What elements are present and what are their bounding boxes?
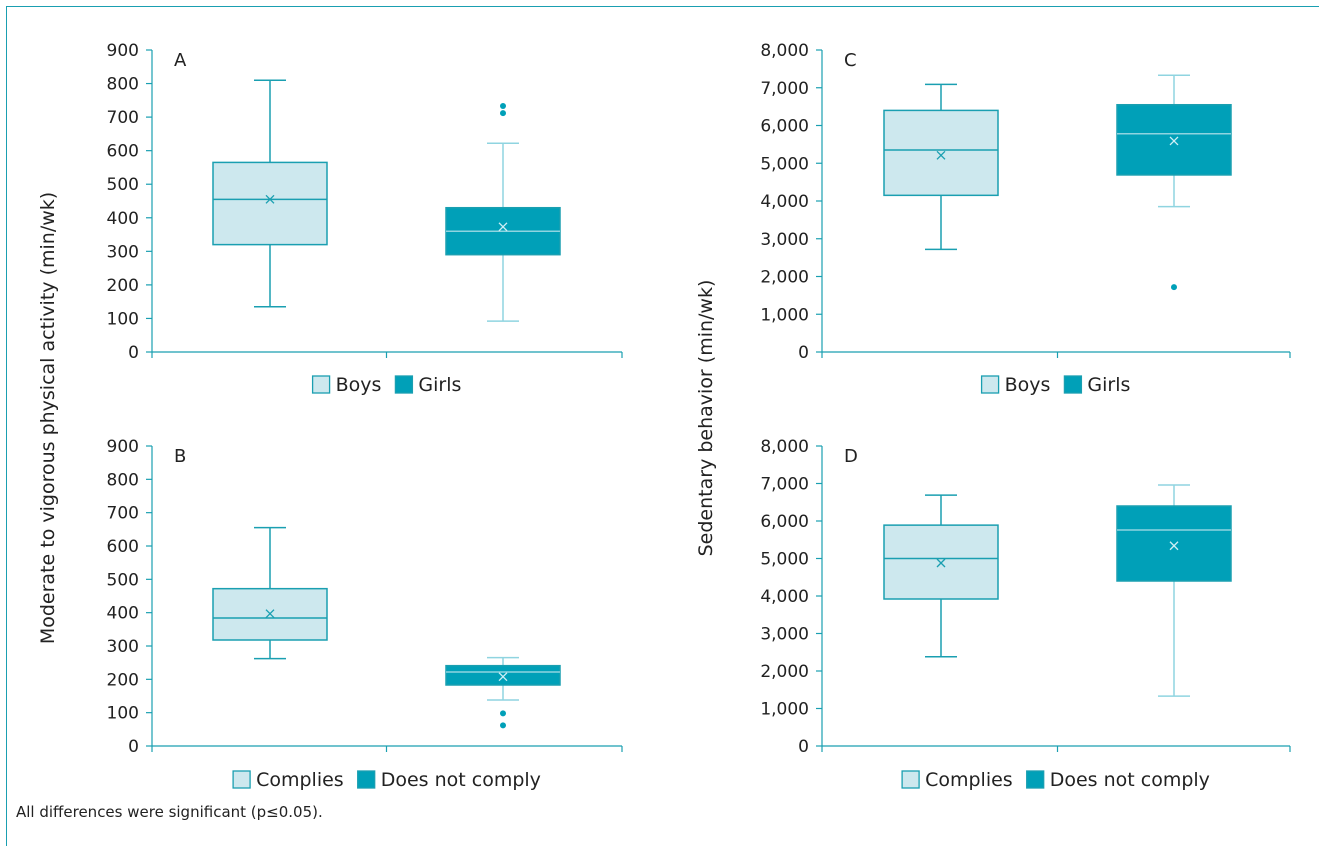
panel-b-letter: B <box>174 446 186 467</box>
panel-b-second-outlier <box>500 710 506 717</box>
panel-d-y-tick-label: 7,000 <box>760 475 809 495</box>
panel-b-y-tick-label: 200 <box>107 670 139 690</box>
panel-c-legend-swatch-second <box>1063 375 1083 394</box>
panel-b-y-tick-label: 900 <box>107 437 139 457</box>
panel-c-y-tick-label: 2,000 <box>760 268 809 288</box>
panel-c-first-mean-marker <box>936 150 946 160</box>
panel-c-y-tick-label: 8,000 <box>760 41 809 61</box>
panel-b-second-box <box>445 664 561 686</box>
panel-a-y-tick-label: 400 <box>107 209 139 229</box>
panel-d-legend-label: Does not comply <box>1050 769 1210 791</box>
panel-b-legend-swatch-first <box>232 770 251 789</box>
panel-a-y-tick-label: 0 <box>128 343 139 363</box>
panel-a-legend-label: Girls <box>418 374 461 396</box>
panel-b-y-tick-label: 300 <box>107 637 139 657</box>
panel-c-second-outlier <box>1171 284 1177 291</box>
panel-d-second-mean-marker <box>1169 541 1179 551</box>
panel-d-legend-swatch-first <box>901 770 920 789</box>
panel-d-second-box <box>1116 505 1232 582</box>
panel-d-legend-label: Complies <box>925 769 1013 791</box>
panel-c-first-box <box>883 109 999 197</box>
panel-b-legend-label: Does not comply <box>381 769 541 791</box>
panel-b-y-tick-label: 600 <box>107 537 139 557</box>
panel-c-y-tick-label: 0 <box>798 343 809 363</box>
panel-a-second-mean-marker <box>498 222 508 232</box>
panel-d-y-tick-label: 2,000 <box>760 662 809 682</box>
panel-c-letter: C <box>844 50 857 71</box>
panel-a-legend-label: Boys <box>336 374 382 396</box>
panel-a-first-box <box>212 161 328 246</box>
panel-c-legend-swatch-first <box>980 375 1000 394</box>
panel-c-legend-label: Girls <box>1087 374 1130 396</box>
panel-b-second-mean-marker <box>498 672 508 682</box>
figure-frame <box>6 6 1319 846</box>
panel-a-first-mean-marker <box>265 194 275 204</box>
panel-b-y-tick-label: 100 <box>107 704 139 724</box>
panel-a-letter: A <box>174 50 187 71</box>
left-y-axis-label: Moderate to vigorous physical activity (… <box>37 192 59 644</box>
panel-b-legend-label: Complies <box>256 769 344 791</box>
panel-c-y-tick-label: 7,000 <box>760 79 809 99</box>
panel-d-letter: D <box>844 446 858 467</box>
panel-d-y-tick-label: 5,000 <box>760 550 809 570</box>
panel-b-y-tick-label: 700 <box>107 504 139 524</box>
panel-a-y-tick-label: 900 <box>107 41 139 61</box>
panel-c-y-tick-label: 5,000 <box>760 154 809 174</box>
footnote: All differences were significant (p≤0.05… <box>16 803 323 821</box>
panel-a-y-tick-label: 800 <box>107 75 139 95</box>
panel-a-y-tick-label: 200 <box>107 276 139 296</box>
panel-d-y-tick-label: 1,000 <box>760 700 809 720</box>
panel-c-y-tick-label: 6,000 <box>760 117 809 137</box>
panel-c-second-box <box>1116 103 1232 176</box>
panel-b-y-tick-label: 800 <box>107 470 139 490</box>
panel-b-y-tick-label: 400 <box>107 604 139 624</box>
panel-d-first-mean-marker <box>936 558 946 568</box>
panel-c-y-tick-label: 1,000 <box>760 305 809 325</box>
panel-a-y-tick-label: 700 <box>107 108 139 128</box>
panel-d-y-tick-label: 3,000 <box>760 625 809 645</box>
panel-c-y-tick-label: 4,000 <box>760 192 809 212</box>
panel-a-second-outlier <box>500 103 506 110</box>
panel-b-y-tick-label: 0 <box>128 737 139 757</box>
panel-d-y-tick-label: 4,000 <box>760 587 809 607</box>
panel-d-legend-swatch-second <box>1026 770 1045 789</box>
panel-a-y-tick-label: 600 <box>107 142 139 162</box>
panel-a-y-tick-label: 300 <box>107 242 139 262</box>
panel-c-legend-label: Boys <box>1005 374 1051 396</box>
panel-a-legend-swatch-second <box>394 375 414 394</box>
panel-b-first-mean-marker <box>265 609 275 619</box>
panel-a-legend-swatch-first <box>311 375 331 394</box>
panel-d-y-tick-label: 8,000 <box>760 437 809 457</box>
panel-c-y-tick-label: 3,000 <box>760 230 809 250</box>
right-y-axis-label: Sedentary behavior (min/wk) <box>695 280 717 557</box>
panel-c-second-mean-marker <box>1169 136 1179 146</box>
panel-a-y-tick-label: 100 <box>107 309 139 329</box>
panel-d-y-tick-label: 6,000 <box>760 512 809 532</box>
panel-a-y-tick-label: 500 <box>107 175 139 195</box>
panel-a-second-outlier <box>500 110 506 117</box>
panel-b-y-tick-label: 500 <box>107 570 139 590</box>
panel-b-second-outlier <box>500 722 506 729</box>
panel-d-first-box <box>883 524 999 600</box>
panel-d-y-tick-label: 0 <box>798 737 809 757</box>
panel-b-legend-swatch-second <box>357 770 376 789</box>
